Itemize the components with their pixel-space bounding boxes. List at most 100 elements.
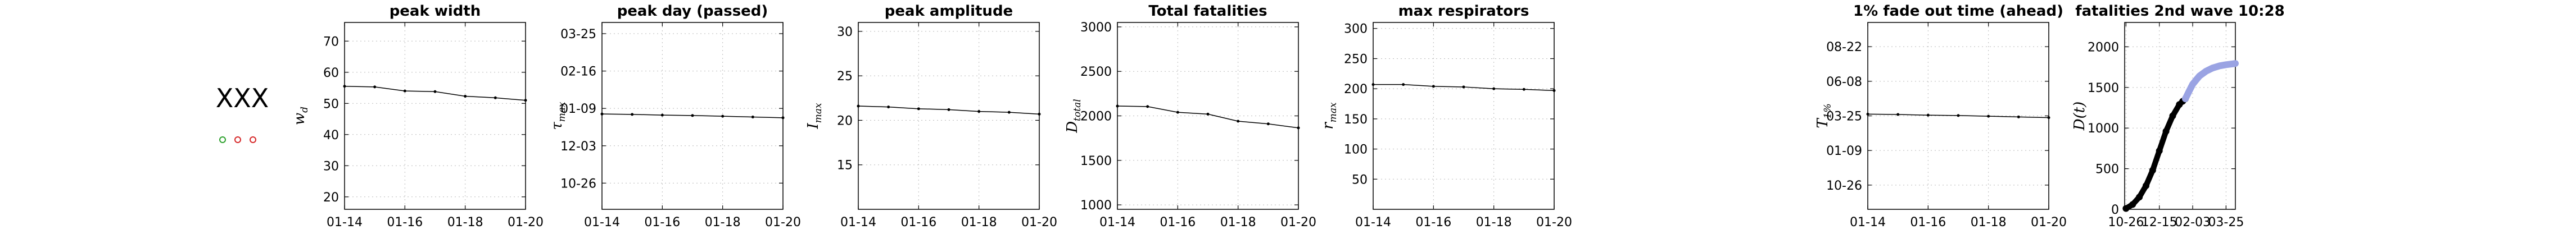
y-tick-label: 15 — [837, 159, 853, 173]
data-point — [977, 110, 981, 113]
y-tick-label: 30 — [837, 25, 853, 39]
y-tick-label: 01-09 — [1826, 144, 1862, 158]
x-tick-label: 02-03 — [2175, 215, 2211, 230]
x-tick-label: 12-15 — [2142, 215, 2177, 230]
y-tick-label: 10-26 — [1826, 179, 1862, 193]
x-tick-label: 01-18 — [1476, 215, 1512, 230]
chart-title: fatalities 2nd wave 10:28 — [2075, 3, 2284, 20]
label-xxx: XXX — [216, 83, 269, 113]
x-tick-label: 01-18 — [1220, 215, 1256, 230]
series-line — [1117, 105, 1299, 129]
grid — [601, 22, 784, 209]
y-tick-label: 2000 — [2088, 40, 2119, 54]
red-circle-marker-1 — [234, 136, 241, 143]
y-axis-label: τmax — [549, 102, 568, 130]
grid — [2125, 22, 2235, 210]
y-tick-label: 100 — [1344, 143, 1368, 157]
x-tick-label: 01-20 — [2031, 215, 2067, 230]
x-tick-label: 01-16 — [644, 215, 680, 230]
data-point — [721, 114, 725, 118]
data-point — [1462, 85, 1465, 89]
data-point — [887, 105, 890, 109]
x-tick-label: 01-14 — [584, 215, 620, 230]
chart-panel-4: 1000 1500 2000 2500 3000 01-14 01-16 01-18 01-20… — [1064, 3, 1316, 230]
chart-panel-2: 10-26 12-03 01-09 02-16 03-25 01-14 01-16 01-18… — [549, 3, 801, 230]
x-tick-label: 01-16 — [1160, 215, 1196, 230]
plot-frame — [2124, 22, 2236, 210]
x-tick-label: 01-18 — [961, 215, 997, 230]
data-point — [781, 116, 785, 120]
data-point — [1206, 112, 1210, 116]
data-point — [2149, 167, 2156, 174]
y-tick-label: 2000 — [1080, 110, 1112, 124]
data-point — [2136, 194, 2143, 201]
y-tick-label: 20 — [323, 191, 339, 205]
data-point — [1866, 112, 1869, 116]
data-point — [1987, 114, 1990, 118]
data-point — [1007, 111, 1011, 114]
y-tick-label: 20 — [837, 114, 853, 128]
green-circle-marker — [219, 136, 226, 143]
data-point — [917, 107, 920, 111]
x-tick-label: 01-18 — [705, 215, 741, 230]
x-tick-label: 01-16 — [1910, 215, 1946, 230]
y-tick-label: 200 — [1344, 82, 1368, 97]
x-tick-label: 01-14 — [840, 215, 876, 230]
data-point — [2142, 182, 2149, 190]
data-point — [494, 96, 497, 99]
chart-panel-5: 50 100 150 200 250 300 01-14 01-16 01-18 01-20 max… — [1320, 3, 1572, 230]
data-point — [631, 113, 634, 116]
y-tick-label: 2500 — [1080, 65, 1112, 79]
x-tick-label: 01-16 — [900, 215, 936, 230]
data-point — [1146, 105, 1149, 108]
series-line — [344, 86, 526, 101]
data-point — [1266, 122, 1270, 126]
data-point — [1957, 114, 1960, 117]
y-tick-label: 150 — [1344, 113, 1368, 127]
y-axis-label: wd — [291, 107, 310, 125]
plot-frame — [344, 22, 526, 210]
chart-title: 1% fade out time (ahead) — [1853, 3, 2063, 20]
y-tick-label: 02-16 — [560, 65, 596, 79]
data-point — [1492, 87, 1496, 90]
y-tick-label: 1000 — [2088, 122, 2119, 136]
data-point — [857, 104, 860, 108]
x-tick-label: 01-20 — [1021, 215, 1057, 230]
y-tick-label: 30 — [323, 159, 339, 173]
data-point — [1176, 111, 1179, 114]
plot-frame — [601, 22, 784, 210]
x-tick-label: 01-14 — [327, 215, 363, 230]
x-tick-label: 01-14 — [1099, 215, 1135, 230]
chart-title: max respirators — [1398, 3, 1529, 20]
x-tick-label: 01-20 — [508, 215, 544, 230]
chart-title: peak day (passed) — [617, 3, 768, 20]
y-tick-label: 01-09 — [560, 102, 596, 116]
x-tick-label: 10-26 — [2108, 215, 2144, 230]
y-axis-label: rmax — [1320, 102, 1339, 130]
data-point — [1926, 113, 1930, 117]
data-point — [1038, 112, 1041, 116]
data-point — [1371, 83, 1375, 86]
data-series-line — [2123, 96, 2188, 212]
plot-frame — [858, 22, 1040, 210]
data-point — [691, 114, 694, 117]
x-tick-label: 01-16 — [387, 215, 423, 230]
y-axis-label: Imax — [805, 103, 824, 130]
charts-container: 20 30 40 50 60 70 01-14 01-16 01-18 01-20 peak wid… — [291, 3, 2285, 230]
data-point — [1297, 126, 1300, 130]
data-point — [433, 90, 437, 93]
red-circle-marker-2 — [250, 136, 256, 143]
grid — [1117, 22, 1299, 209]
y-axis-label: Dtotal — [1064, 99, 1083, 133]
chart-title: peak width — [390, 3, 481, 20]
y-tick-label: 08-22 — [1826, 40, 1862, 54]
data-point — [373, 85, 377, 89]
y-tick-label: 50 — [323, 97, 339, 111]
y-tick-label: 25 — [837, 70, 853, 84]
model-curve — [2181, 60, 2239, 103]
data-point — [600, 112, 604, 116]
grid — [344, 22, 526, 209]
y-tick-label: 60 — [323, 66, 339, 80]
